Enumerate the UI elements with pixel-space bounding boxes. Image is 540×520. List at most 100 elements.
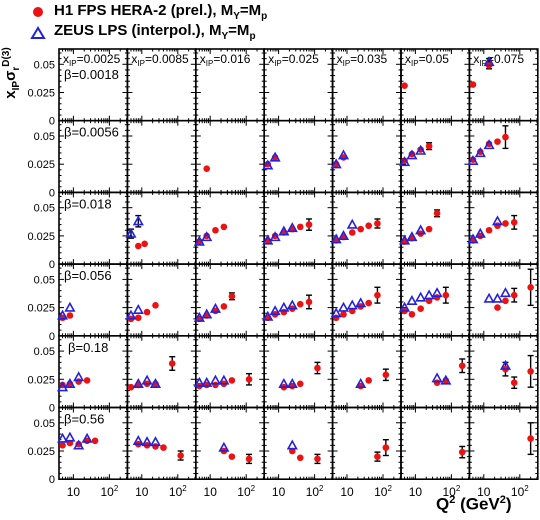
y-tick-label: 0: [49, 474, 55, 486]
zeus-point: [355, 377, 367, 388]
zeus-point: [415, 144, 427, 155]
h1-point: [245, 375, 253, 383]
zeus-point: [337, 301, 350, 312]
h1-point: [365, 377, 372, 384]
zeus-point: [64, 301, 76, 312]
y-tick-label: 0.025: [27, 231, 55, 243]
y-axis-title: xIPσrD(3): [1, 47, 22, 99]
h1-point: [357, 225, 364, 233]
panel-frame: [195, 334, 266, 409]
zeus-point: [286, 299, 298, 310]
h1-point: [510, 379, 518, 386]
zeus-point: [209, 374, 222, 385]
panel-frame: [331, 406, 402, 480]
zeus-point: [269, 151, 281, 162]
x-tick-label: 102: [374, 484, 392, 499]
zeus-point: [57, 381, 69, 392]
legend-label-h1-sub: Y: [233, 11, 240, 22]
zeus-point: [440, 374, 452, 385]
y-tick-label: 0.05: [34, 418, 55, 430]
legend-label-h1-eq: =M: [239, 2, 262, 19]
zeus-point: [132, 215, 144, 226]
zeus-point: [286, 439, 298, 450]
legend-label-zeus-eq: =M: [228, 22, 250, 39]
xip-label: xIP=0.0025: [63, 52, 121, 68]
h1-point: [458, 362, 466, 370]
zeus-point: [431, 287, 443, 298]
zeus-point: [431, 372, 443, 383]
zeus-point: [141, 374, 153, 385]
zeus-point: [499, 359, 512, 370]
zeus-point: [149, 436, 162, 447]
beta-label: β=0.056: [64, 268, 112, 283]
x-tick-label: 10: [409, 485, 423, 499]
legend-marker-h1: [33, 7, 43, 17]
zeus-point: [132, 304, 144, 315]
h1-point: [425, 225, 433, 233]
h1-point: [152, 302, 159, 309]
zeus-point: [399, 301, 411, 312]
zeus-point: [149, 377, 162, 388]
h1-point: [296, 454, 304, 462]
zeus-point: [406, 231, 418, 242]
legend-marker-zeus: [30, 26, 46, 39]
h1-point: [332, 314, 340, 322]
legend-label-h1: H1 FPS HERA-2 (prel.), M: [54, 2, 234, 19]
h1-point: [469, 81, 477, 88]
panel-frame: [400, 191, 471, 265]
zeus-point: [278, 225, 290, 236]
x-tick-label: 102: [169, 484, 187, 499]
legend-markers: [30, 7, 46, 39]
zeus-point: [278, 377, 290, 388]
h1-point: [494, 138, 501, 145]
panel-labels: xIP=0.0025 xIP=0.0085 xIP=0.016 xIP=0.025 xI…: [63, 52, 524, 427]
x-tick-label: 102: [511, 484, 529, 499]
x-tick-label: 102: [306, 484, 324, 499]
y-tick-label: 0: [49, 331, 55, 343]
xip-label: xIP=0.0085: [131, 52, 189, 68]
zeus-point: [467, 154, 479, 165]
zeus-point: [415, 224, 427, 235]
zeus-point: [193, 311, 205, 322]
h1-point: [502, 220, 509, 227]
panel-frame: [195, 406, 266, 480]
y-tick-label: 0.05: [34, 59, 55, 71]
zeus-point: [125, 227, 137, 238]
h1-point: [425, 142, 433, 150]
h1-point: [228, 453, 236, 460]
h1-point: [433, 379, 441, 386]
h1-point: [442, 291, 450, 299]
xip-label: xIP=0.016: [200, 52, 251, 68]
y-tick-label: 0.05: [34, 346, 55, 358]
h1-point: [135, 242, 142, 250]
zeus-point: [406, 149, 418, 160]
h1-point: [305, 221, 313, 228]
zeus-point: [64, 431, 76, 442]
zeus-point: [337, 230, 350, 241]
zeus-point: [491, 292, 504, 303]
x-tick-label: 10: [477, 485, 491, 499]
beta-label: β=0.0056: [64, 125, 119, 140]
zeus-point: [193, 376, 205, 387]
h1-point: [314, 364, 321, 372]
h1-point: [141, 240, 148, 248]
axis-ticks: [58, 49, 538, 480]
h1-point: [374, 291, 381, 299]
panel-frame: [126, 263, 197, 337]
h1-point: [152, 443, 159, 450]
h1-point: [340, 311, 347, 318]
x-tick-label: 102: [100, 484, 118, 499]
h1-point: [135, 314, 142, 322]
zeus-point: [201, 376, 213, 387]
x-tick-label: 10: [135, 485, 149, 499]
legend-item-h1: H1 FPS HERA-2 (prel.), MY=Mp: [54, 2, 267, 22]
zeus-point: [73, 371, 85, 382]
zeus-point: [64, 377, 76, 388]
panel-frame: [468, 191, 539, 265]
zeus-point: [346, 299, 358, 310]
zeus-point: [269, 231, 281, 242]
zeus-point: [286, 222, 298, 233]
panel-frame: [126, 191, 197, 265]
zeus-point: [57, 432, 69, 443]
